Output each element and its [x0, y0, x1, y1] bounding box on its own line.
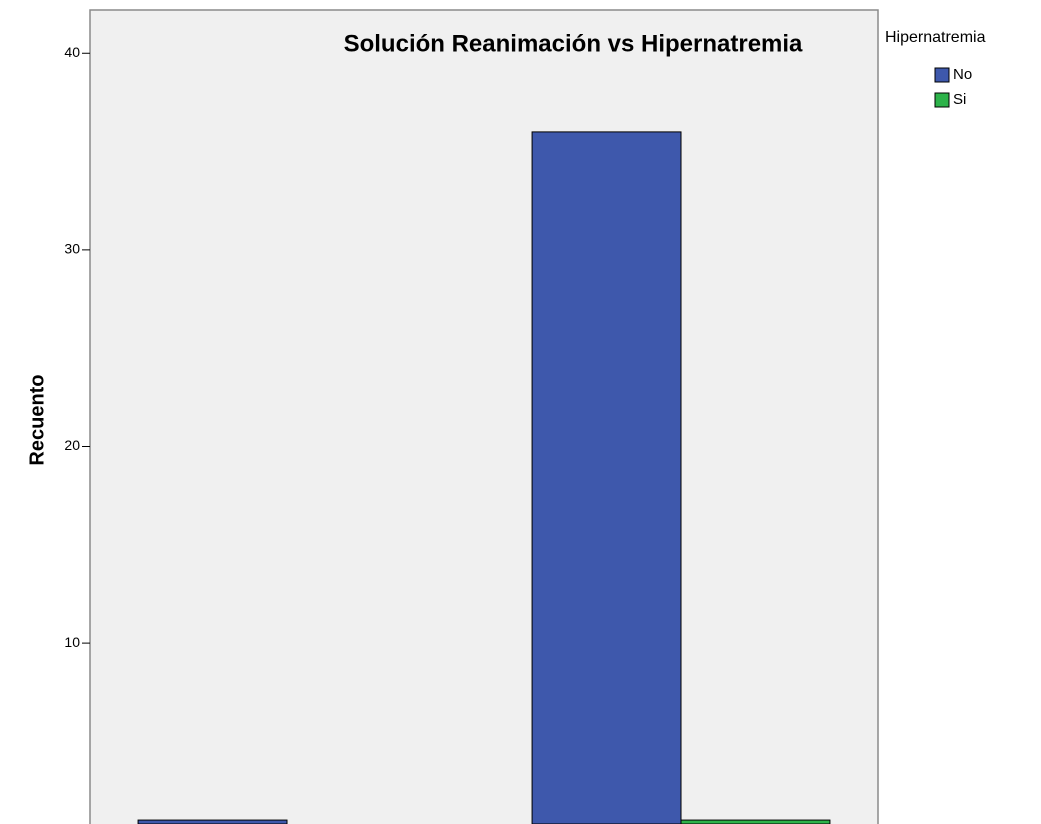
bar: [137, 819, 288, 824]
y-tick-label: 30: [64, 241, 80, 257]
legend-swatch: [934, 67, 950, 83]
legend-title: Hipernatremia: [885, 29, 986, 46]
chart-title: Solución Reanimación vs Hipernatremia: [344, 30, 803, 57]
bar: [531, 131, 682, 824]
y-tick-label: 20: [64, 437, 80, 453]
bar: [680, 819, 831, 824]
y-tick-label: 40: [64, 44, 80, 60]
y-axis-label: Recuento: [26, 374, 48, 465]
legend-label: Si: [953, 91, 966, 108]
legend-swatch: [934, 92, 950, 108]
y-tick-label: 10: [64, 634, 80, 650]
legend-label: No: [953, 66, 972, 83]
plot-area: [89, 9, 879, 824]
